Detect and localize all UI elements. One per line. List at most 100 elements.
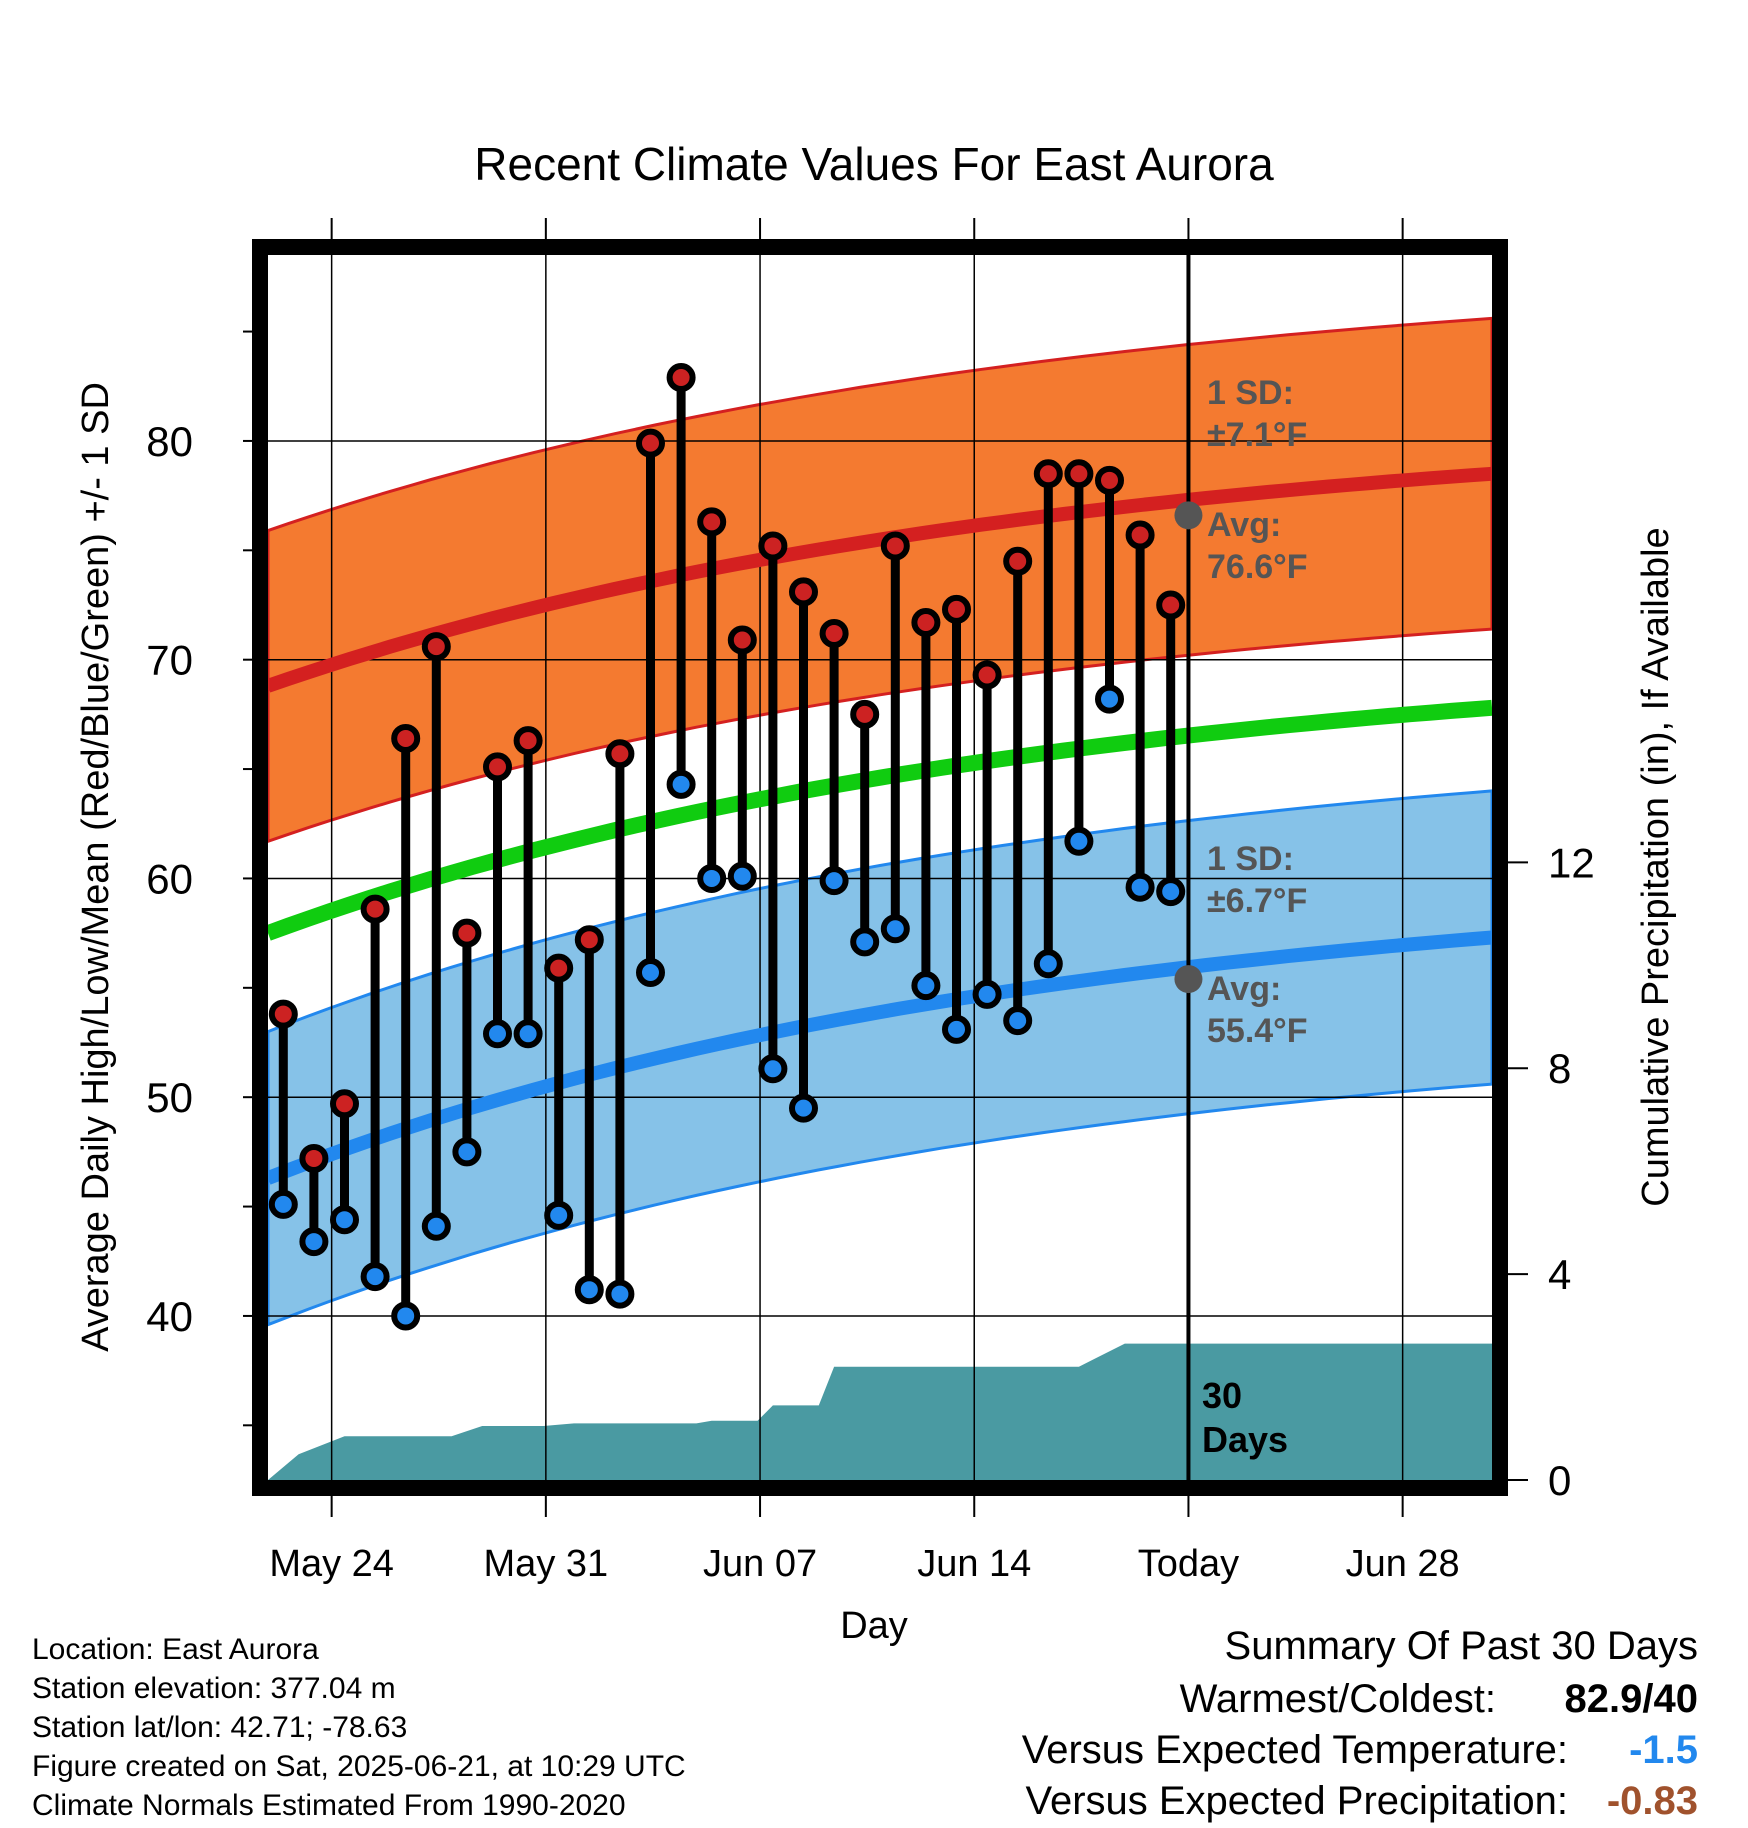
low-avg-label: Avg:: [1207, 970, 1281, 1008]
y-tick-label: 80: [146, 418, 193, 465]
high-point: [697, 507, 727, 537]
mean-normal-line: [265, 699, 1493, 941]
y2-tick-label: 4: [1548, 1251, 1571, 1298]
high-normal-line: [265, 466, 1493, 693]
low-normal-annotation: 1 SD: ±6.7°F Avg: 55.4°F: [1207, 840, 1308, 1050]
low-point: [452, 1137, 482, 1167]
y-tick-label: 50: [146, 1074, 193, 1121]
data-marks: [268, 363, 1186, 1331]
summary-precip-label: Versus Expected Precipitation:: [1025, 1779, 1568, 1823]
low-point: [1003, 1006, 1033, 1036]
y-tick-label: 70: [146, 637, 193, 684]
y2-tick-label: 0: [1548, 1457, 1571, 1504]
high-point: [758, 531, 788, 561]
low-point: [330, 1205, 359, 1235]
summary-warm-cold-value: 82.9/40: [1565, 1677, 1698, 1721]
footer-created: Figure created on Sat, 2025-06-21, at 10…: [32, 1750, 686, 1783]
x-tick-label: Jun 14: [917, 1543, 1031, 1585]
precipitation-area: [268, 1343, 1492, 1480]
y-axis-label: Average Daily High/Low/Mean (Red/Blue/Gr…: [75, 382, 117, 1352]
high-sd-value: ±7.1°F: [1207, 416, 1307, 454]
low-sd-value: ±6.7°F: [1207, 882, 1307, 920]
summary-title: Summary Of Past 30 Days: [1225, 1624, 1698, 1668]
x-tick-label: Jun 28: [1346, 1543, 1460, 1585]
x-tick-label: Today: [1138, 1543, 1239, 1585]
high-point: [1095, 465, 1124, 495]
x-tick-label: May 31: [484, 1543, 609, 1585]
today-high-normal-point: [1174, 501, 1203, 530]
high-point: [452, 918, 482, 948]
high-point: [1156, 590, 1186, 620]
high-point: [819, 618, 849, 648]
x-tick-label: Jun 07: [703, 1543, 817, 1585]
low-point: [268, 1189, 298, 1219]
high-normal-annotation: 1 SD: ±7.1°F Avg: 76.6°F: [1207, 374, 1308, 586]
x-axis-label: Day: [840, 1605, 908, 1647]
high-point: [544, 953, 574, 983]
high-point: [636, 428, 665, 458]
low-point: [421, 1211, 451, 1241]
high-point: [666, 363, 696, 392]
high-point: [299, 1143, 329, 1173]
low-avg-value: 55.4°F: [1207, 1012, 1308, 1050]
low-point: [299, 1227, 329, 1257]
footer-normals: Climate Normals Estimated From 1990-2020: [32, 1789, 626, 1822]
high-point: [268, 999, 298, 1029]
low-point: [1033, 949, 1063, 979]
low-point: [636, 958, 665, 987]
low-point: [819, 866, 849, 896]
plot-frame: [252, 239, 1508, 1496]
low-normal-line: [265, 930, 1493, 1185]
high-point: [972, 660, 1002, 690]
high-point: [1003, 546, 1033, 576]
x-tick-label: May 24: [269, 1543, 394, 1585]
high-point: [1064, 459, 1094, 489]
high-sd-label: 1 SD:: [1207, 374, 1294, 412]
today-low-normal-point: [1174, 965, 1203, 994]
low-point: [666, 769, 696, 799]
y2-tick-label: 12: [1548, 839, 1595, 886]
low-point: [789, 1093, 818, 1123]
high-point: [605, 739, 635, 769]
summary-temp-value: -1.5: [1629, 1728, 1698, 1772]
high-point: [421, 632, 451, 662]
low-point: [697, 863, 727, 893]
high-point: [727, 625, 757, 655]
low-point: [513, 1019, 543, 1049]
high-avg-label: Avg:: [1207, 506, 1281, 544]
high-point: [1125, 520, 1155, 550]
y-tick-label: 40: [146, 1293, 193, 1340]
high-avg-value: 76.6°F: [1207, 548, 1308, 586]
footer-latlon: Station lat/lon: 42.71; -78.63: [32, 1711, 407, 1744]
low-point: [544, 1200, 574, 1230]
low-point: [1125, 872, 1155, 902]
high-point: [513, 726, 543, 756]
high-point: [360, 894, 390, 924]
low-point: [360, 1262, 390, 1292]
low-point: [880, 914, 910, 944]
high-point: [880, 531, 910, 561]
high-point: [483, 752, 512, 782]
low-point: [758, 1054, 788, 1084]
low-point: [911, 971, 941, 1001]
low-point: [483, 1019, 512, 1049]
low-point: [1064, 826, 1094, 856]
summary-temp-label: Versus Expected Temperature:: [1022, 1728, 1568, 1772]
low-point: [972, 979, 1002, 1009]
low-point: [605, 1279, 635, 1309]
high-point: [391, 723, 421, 753]
high-point: [330, 1089, 359, 1119]
low-point: [850, 927, 880, 957]
footer-location: Location: East Aurora: [32, 1633, 319, 1666]
low-point: [727, 861, 757, 891]
low-point: [1156, 877, 1186, 907]
y-tick-label: 60: [146, 855, 193, 902]
chart-title: Recent Climate Values For East Aurora: [474, 138, 1274, 190]
summary-warm-cold-label: Warmest/Coldest:: [1180, 1677, 1496, 1721]
low-point: [391, 1301, 421, 1331]
summary-precip-value: -0.83: [1607, 1779, 1698, 1823]
footer-elevation: Station elevation: 377.04 m: [32, 1672, 396, 1705]
high-point: [942, 594, 971, 624]
